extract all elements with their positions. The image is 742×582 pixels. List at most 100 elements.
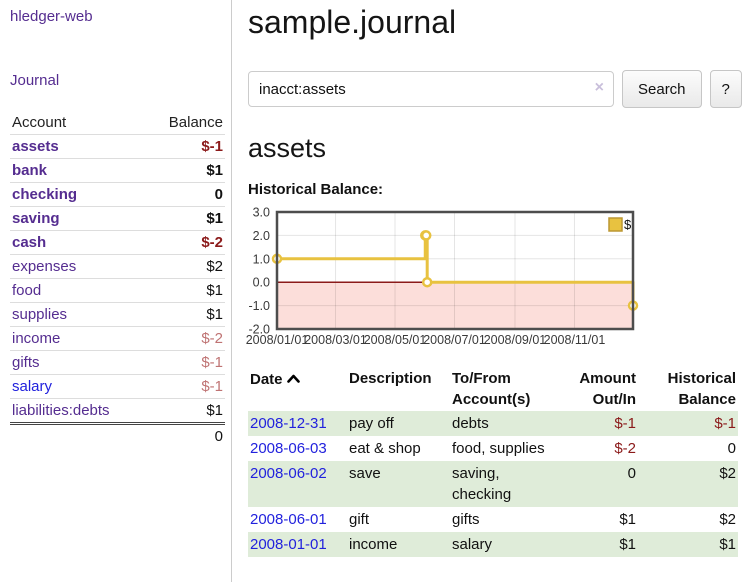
register-header-row: Date Description To/From Account(s) Amou… <box>248 367 738 411</box>
register-header-balance: Historical Balance <box>667 370 736 408</box>
account-balance: $1 <box>146 206 225 231</box>
register-header-description: Description <box>349 370 432 387</box>
transaction-accounts: food, supplies <box>452 440 545 457</box>
svg-text:2008/11/01: 2008/11/01 <box>544 333 606 347</box>
sidebar: hledger-web Journal Account Balance asse… <box>0 0 232 582</box>
account-link-gifts[interactable]: gifts <box>12 354 40 371</box>
account-balance: $1 <box>146 302 225 327</box>
svg-text:$: $ <box>624 217 632 232</box>
chart-canvas: $3.0 2.0 1.0 0.0 -1.0 -2.02008/01/012008/03/0… <box>246 206 639 347</box>
help-button[interactable]: ? <box>709 70 742 108</box>
account-balance: $-2 <box>146 230 225 255</box>
transaction-balance: $1 <box>719 536 736 553</box>
account-link-saving[interactable]: saving <box>12 210 60 227</box>
svg-text:0.0: 0.0 <box>253 276 270 290</box>
svg-text:-1.0: -1.0 <box>248 299 270 313</box>
svg-text:2008/01/01: 2008/01/01 <box>246 333 309 347</box>
transaction-accounts: gifts <box>452 511 480 528</box>
register-row: 2008-06-01 gift gifts $1 $2 <box>248 507 738 532</box>
transaction-accounts: saving, checking <box>452 465 512 503</box>
transaction-balance: $2 <box>719 465 736 482</box>
account-row-assets: assets $-1 <box>10 135 225 159</box>
register-row: 2008-01-01 income salary $1 $1 <box>248 532 738 557</box>
account-link-supplies[interactable]: supplies <box>12 306 68 323</box>
search-input[interactable] <box>248 71 614 107</box>
transaction-amount: $-2 <box>614 440 636 457</box>
page-title: sample.journal <box>248 4 457 40</box>
transaction-date-link[interactable]: 2008-01-01 <box>250 536 327 553</box>
search-button[interactable]: Search <box>622 70 702 108</box>
account-row-food: food $1 <box>10 278 225 303</box>
accounts-total-row: 0 <box>10 422 225 448</box>
main-content: sample.journal × Search ? assets Histori… <box>233 0 742 557</box>
svg-text:2008/05/01: 2008/05/01 <box>364 333 427 347</box>
transaction-date-link[interactable]: 2008-06-03 <box>250 440 327 457</box>
account-row-income: income $-2 <box>10 326 225 351</box>
account-balance: $1 <box>146 158 225 183</box>
historical-balance-chart: $3.0 2.0 1.0 0.0 -1.0 -2.0 2008/01/01 2008/03/0… <box>238 204 658 354</box>
account-row-gifts: gifts $-1 <box>10 350 225 375</box>
account-row-salary: salary $-1 <box>10 374 225 399</box>
transaction-balance: $2 <box>719 511 736 528</box>
transaction-date-link[interactable]: 2008-06-02 <box>250 465 327 482</box>
svg-text:2008/09/01: 2008/09/01 <box>484 333 547 347</box>
clear-search-icon[interactable]: × <box>594 79 604 96</box>
register-header-date-label: Date <box>250 371 283 388</box>
svg-text:3.0: 3.0 <box>253 206 270 220</box>
account-link-assets[interactable]: assets <box>12 138 59 155</box>
accounts-table: Account Balance assets $-1 bank $1 check… <box>10 112 225 448</box>
transaction-description: income <box>349 536 398 553</box>
transaction-amount: 0 <box>627 465 636 482</box>
account-balance: $-1 <box>201 138 223 155</box>
accounts-header-balance: Balance <box>146 112 225 135</box>
accounts-header-account: Account <box>10 112 147 135</box>
sidebar-item-journal[interactable]: Journal <box>10 72 60 89</box>
svg-text:1.0: 1.0 <box>253 252 270 266</box>
account-balance: $2 <box>146 254 225 279</box>
account-row-saving: saving $1 <box>10 206 225 231</box>
chart-heading: Historical Balance: <box>248 181 384 198</box>
account-balance: 0 <box>146 182 225 207</box>
transaction-amount: $1 <box>619 511 636 528</box>
svg-text:-2.0: -2.0 <box>248 323 270 337</box>
account-row-checking: checking 0 <box>10 182 225 207</box>
account-link-cash[interactable]: cash <box>12 234 47 251</box>
account-link-income[interactable]: income <box>12 330 61 347</box>
transaction-accounts: debts <box>452 415 489 432</box>
transaction-date-link[interactable]: 2008-12-31 <box>250 415 327 432</box>
account-link-expenses[interactable]: expenses <box>12 258 77 275</box>
register-header-date: Date <box>248 367 347 411</box>
transaction-balance: $-1 <box>714 415 736 432</box>
account-link-checking[interactable]: checking <box>12 186 78 203</box>
account-link-bank[interactable]: bank <box>12 162 48 179</box>
search-box: × <box>248 71 614 107</box>
transaction-description: pay off <box>349 415 394 432</box>
transaction-accounts: salary <box>452 536 493 553</box>
account-balance: $1 <box>146 398 225 424</box>
account-link-liabilities-debts[interactable]: liabilities:debts <box>12 402 110 419</box>
app-title-link[interactable]: hledger-web <box>10 8 93 25</box>
account-balance: $1 <box>146 278 225 303</box>
svg-text:2.0: 2.0 <box>253 229 270 243</box>
account-balance: $-2 <box>146 326 225 351</box>
transaction-description: eat & shop <box>349 440 421 457</box>
account-balance: $-1 <box>146 374 225 399</box>
transaction-date-link[interactable]: 2008-06-01 <box>250 511 327 528</box>
register-row: 2008-12-31 pay off debts $-1 $-1 <box>248 411 738 436</box>
account-row-expenses: expenses $2 <box>10 254 225 279</box>
svg-text:2008/07/01: 2008/07/01 <box>423 333 486 347</box>
account-link-salary[interactable]: salary <box>12 378 53 395</box>
transaction-balance: 0 <box>727 440 736 457</box>
transaction-description: gift <box>349 511 370 528</box>
transaction-amount: $1 <box>619 536 636 553</box>
register-header-accounts: To/From Account(s) <box>452 370 531 408</box>
register-header-amount: Amount Out/In <box>579 370 636 408</box>
account-row-bank: bank $1 <box>10 158 225 183</box>
account-link-food[interactable]: food <box>12 282 42 299</box>
accounts-total-value: 0 <box>146 422 225 448</box>
account-row-liabilities-debts: liabilities:debts $1 <box>10 398 225 424</box>
svg-text:2008/03/01: 2008/03/01 <box>304 333 367 347</box>
register-row: 2008-06-03 eat & shop food, supplies $-2… <box>248 436 738 461</box>
account-row-cash: cash $-2 <box>10 230 225 255</box>
sort-ascending-icon <box>286 368 300 389</box>
